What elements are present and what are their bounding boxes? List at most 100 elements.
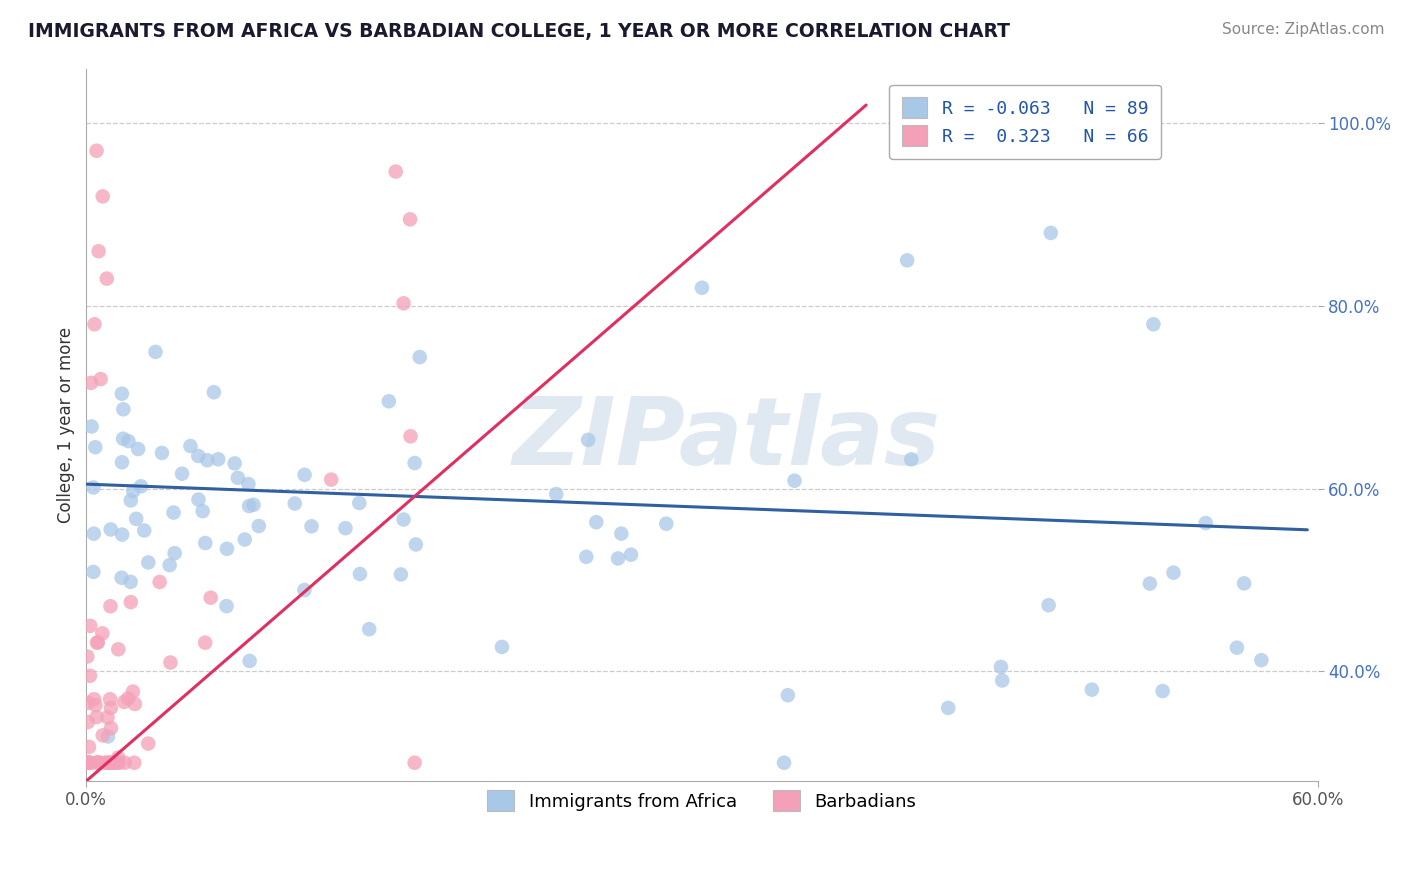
Barbadians: [105, 756, 128, 770]
Immigrants from Africa: [136, 556, 159, 570]
Immigrants from Africa: [247, 519, 270, 533]
Immigrants from Africa: [349, 566, 371, 581]
Barbadians: [86, 635, 108, 649]
Immigrants from Africa: [607, 551, 630, 566]
Immigrants from Africa: [900, 452, 922, 467]
Barbadians: [79, 669, 101, 683]
Barbadians: [114, 756, 136, 770]
Immigrants from Africa: [239, 654, 262, 668]
Immigrants from Africa: [100, 523, 122, 537]
Immigrants from Africa: [349, 496, 371, 510]
Barbadians: [124, 697, 146, 711]
Barbadians: [97, 756, 120, 770]
Barbadians: [321, 473, 343, 487]
Immigrants from Africa: [125, 512, 148, 526]
Immigrants from Africa: [238, 499, 260, 513]
Barbadians: [94, 756, 117, 770]
Immigrants from Africa: [80, 419, 103, 434]
Text: Source: ZipAtlas.com: Source: ZipAtlas.com: [1222, 22, 1385, 37]
Immigrants from Africa: [120, 574, 142, 589]
Barbadians: [98, 692, 121, 706]
Immigrants from Africa: [97, 730, 120, 744]
Barbadians: [76, 714, 98, 729]
Immigrants from Africa: [896, 253, 918, 268]
Immigrants from Africa: [112, 402, 135, 417]
Barbadians: [399, 212, 422, 227]
Immigrants from Africa: [111, 527, 134, 541]
Barbadians: [86, 756, 108, 770]
Immigrants from Africa: [159, 558, 181, 573]
Immigrants from Africa: [335, 521, 357, 535]
Barbadians: [136, 737, 159, 751]
Immigrants from Africa: [1195, 516, 1218, 530]
Barbadians: [76, 696, 98, 710]
Barbadians: [120, 595, 142, 609]
Immigrants from Africa: [294, 582, 316, 597]
Barbadians: [89, 756, 111, 770]
Immigrants from Africa: [224, 457, 246, 471]
Immigrants from Africa: [690, 281, 713, 295]
Immigrants from Africa: [226, 471, 249, 485]
Immigrants from Africa: [215, 541, 238, 556]
Barbadians: [83, 692, 105, 706]
Barbadians: [76, 756, 98, 770]
Immigrants from Africa: [150, 446, 173, 460]
Immigrants from Africa: [111, 386, 134, 401]
Barbadians: [91, 189, 114, 203]
Barbadians: [79, 756, 101, 770]
Barbadians: [86, 710, 108, 724]
Immigrants from Africa: [233, 533, 256, 547]
Barbadians: [87, 756, 110, 770]
Immigrants from Africa: [120, 493, 142, 508]
Immigrants from Africa: [776, 688, 799, 702]
Immigrants from Africa: [1152, 684, 1174, 698]
Barbadians: [108, 756, 131, 770]
Barbadians: [76, 756, 98, 770]
Barbadians: [107, 750, 129, 764]
Immigrants from Africa: [773, 756, 796, 770]
Immigrants from Africa: [179, 439, 201, 453]
Text: IMMIGRANTS FROM AFRICA VS BARBADIAN COLLEGE, 1 YEAR OR MORE CORRELATION CHART: IMMIGRANTS FROM AFRICA VS BARBADIAN COLL…: [28, 22, 1010, 41]
Barbadians: [76, 756, 98, 770]
Barbadians: [194, 635, 217, 649]
Immigrants from Africa: [284, 496, 307, 510]
Immigrants from Africa: [145, 345, 167, 359]
Immigrants from Africa: [409, 350, 432, 364]
Immigrants from Africa: [392, 512, 415, 526]
Barbadians: [112, 695, 135, 709]
Barbadians: [77, 756, 100, 770]
Barbadians: [86, 144, 108, 158]
Barbadians: [91, 626, 114, 640]
Y-axis label: College, 1 year or more: College, 1 year or more: [58, 326, 75, 523]
Barbadians: [149, 574, 172, 589]
Barbadians: [96, 710, 118, 724]
Immigrants from Africa: [405, 537, 427, 551]
Immigrants from Africa: [187, 492, 209, 507]
Barbadians: [97, 756, 120, 770]
Immigrants from Africa: [1226, 640, 1249, 655]
Immigrants from Africa: [134, 524, 156, 538]
Immigrants from Africa: [194, 536, 217, 550]
Immigrants from Africa: [655, 516, 678, 531]
Barbadians: [79, 619, 101, 633]
Immigrants from Africa: [1139, 576, 1161, 591]
Immigrants from Africa: [991, 673, 1014, 688]
Barbadians: [87, 635, 110, 649]
Immigrants from Africa: [1250, 653, 1272, 667]
Immigrants from Africa: [191, 504, 214, 518]
Barbadians: [100, 721, 122, 735]
Immigrants from Africa: [202, 385, 225, 400]
Immigrants from Africa: [546, 487, 568, 501]
Immigrants from Africa: [1142, 318, 1164, 332]
Immigrants from Africa: [404, 456, 426, 470]
Immigrants from Africa: [301, 519, 323, 533]
Barbadians: [77, 756, 100, 770]
Barbadians: [80, 376, 103, 390]
Immigrants from Africa: [359, 622, 381, 636]
Barbadians: [100, 701, 122, 715]
Immigrants from Africa: [620, 548, 643, 562]
Immigrants from Africa: [1038, 598, 1060, 612]
Immigrants from Africa: [162, 506, 184, 520]
Immigrants from Africa: [207, 452, 229, 467]
Immigrants from Africa: [575, 549, 598, 564]
